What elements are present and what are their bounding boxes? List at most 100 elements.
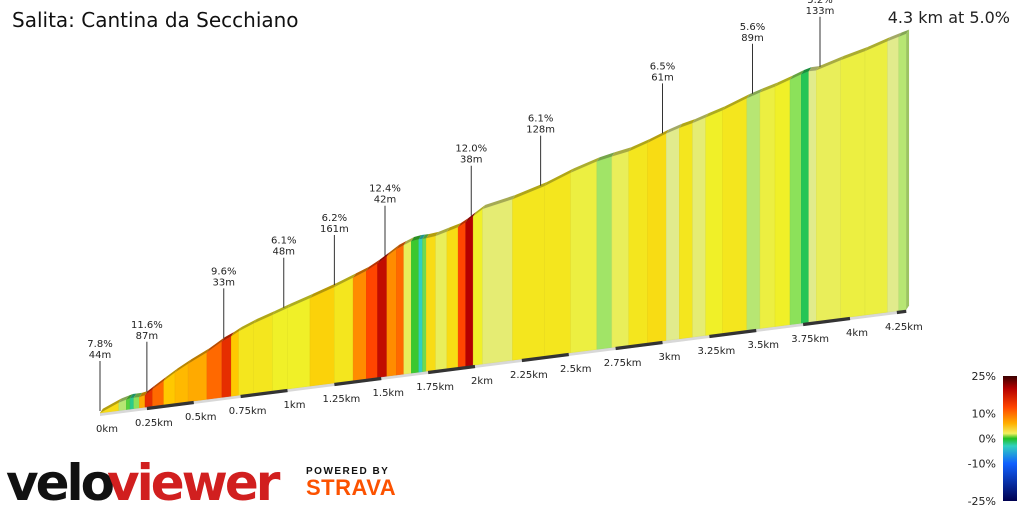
annotation-length: 133m bbox=[806, 6, 835, 17]
profile-top-face bbox=[596, 152, 615, 162]
profile-segment bbox=[129, 397, 134, 410]
annotation-length: 87m bbox=[136, 331, 158, 342]
profile-top-face bbox=[482, 195, 516, 210]
profile-top-face bbox=[386, 244, 400, 257]
profile-top-face bbox=[126, 393, 133, 400]
profile-segment bbox=[816, 59, 841, 322]
profile-top-face bbox=[647, 129, 670, 143]
profile-top-face bbox=[221, 332, 235, 342]
profile-segment bbox=[570, 161, 598, 353]
profile-surface bbox=[100, 29, 910, 413]
annotation-length: 42m bbox=[374, 195, 396, 206]
profile-top-face bbox=[722, 94, 750, 111]
annotation-length: 61m bbox=[651, 72, 673, 83]
grade-annotations: 7.8%44m11.6%87m9.6%33m6.1%48m6.2%161m12.… bbox=[87, 0, 834, 411]
profile-top-face bbox=[403, 236, 415, 246]
profile-segment bbox=[647, 133, 667, 344]
logo-text-velo: velo bbox=[6, 454, 114, 508]
profile-top-face bbox=[287, 293, 313, 308]
profile-segment bbox=[611, 151, 629, 348]
profile-top-face bbox=[840, 46, 868, 61]
axis-scale-bar bbox=[709, 328, 757, 339]
colorbar-label: -10% bbox=[968, 458, 996, 471]
profile-segment bbox=[366, 263, 378, 380]
profile-top-face bbox=[435, 227, 450, 237]
profile-top-face bbox=[422, 234, 430, 239]
annotation-length: 48m bbox=[273, 247, 295, 258]
profile-segment bbox=[287, 297, 311, 390]
profile-segment bbox=[396, 244, 404, 376]
veloviewer-logo: velo viewer bbox=[6, 454, 284, 508]
x-tick-label: 2.75km bbox=[604, 358, 642, 369]
profile-top-face bbox=[746, 88, 763, 99]
profile-segment bbox=[334, 277, 354, 384]
x-tick-label: 1.25km bbox=[322, 394, 360, 405]
profile-top-face bbox=[679, 118, 696, 128]
profile-segment bbox=[163, 371, 176, 406]
x-tick-label: 2.5km bbox=[560, 364, 591, 375]
colorbar-label: 25% bbox=[972, 370, 996, 383]
profile-segment bbox=[840, 50, 866, 319]
axis-scale-bar bbox=[802, 316, 851, 327]
profile-segment bbox=[126, 397, 131, 410]
annotation-grade: 6.1% bbox=[528, 114, 553, 125]
profile-segment bbox=[898, 33, 907, 311]
profile-top-face bbox=[175, 359, 191, 373]
profile-top-face bbox=[231, 327, 242, 337]
profile-top-face bbox=[377, 252, 390, 264]
annotation-length: 44m bbox=[89, 350, 111, 361]
axis-scale-bar bbox=[334, 376, 382, 387]
profile-top-face bbox=[760, 82, 778, 93]
profile-top-face bbox=[628, 138, 651, 152]
x-tick-label: 1.5km bbox=[373, 388, 404, 399]
profile-segment bbox=[377, 255, 388, 378]
x-tick-label: 2km bbox=[471, 376, 493, 387]
x-tick-label: 3.25km bbox=[697, 346, 735, 357]
annotation-grade: 5.2% bbox=[807, 0, 832, 6]
profile-segment bbox=[435, 231, 448, 371]
x-tick-label: 1km bbox=[284, 400, 306, 411]
profile-top-face bbox=[570, 157, 600, 173]
axis-scale-bar bbox=[521, 352, 569, 363]
x-tick-label: 0.5km bbox=[185, 412, 216, 423]
profile-top-face bbox=[458, 218, 469, 228]
profile-segment bbox=[692, 117, 706, 338]
colorbar-label: -25% bbox=[968, 495, 996, 508]
ground-base bbox=[100, 309, 907, 416]
profile-segment bbox=[457, 221, 466, 368]
profile-segment bbox=[238, 322, 254, 396]
colorbar-label: 0% bbox=[979, 433, 996, 446]
profile-top-face bbox=[163, 368, 178, 381]
annotation-length: 33m bbox=[213, 277, 235, 288]
powered-by-label: POWERED BY bbox=[306, 466, 390, 477]
profile-top-face bbox=[334, 273, 356, 287]
powered-by-strava: POWERED BY STRAVA bbox=[306, 466, 396, 499]
annotation-grade: 6.1% bbox=[271, 236, 296, 247]
profile-top-face bbox=[188, 348, 210, 364]
profile-top-face bbox=[145, 385, 156, 396]
x-tick-label: 4.25km bbox=[885, 322, 923, 333]
annotation-grade: 7.8% bbox=[87, 339, 112, 350]
profile-top-face bbox=[775, 75, 793, 87]
x-tick-label: 2.25km bbox=[510, 370, 548, 381]
gradient-colorbar: 25% 10% 0% -10% -25% bbox=[968, 370, 1017, 508]
profile-segment bbox=[472, 208, 483, 366]
annotation-grade: 12.0% bbox=[455, 144, 487, 155]
annotation-grade: 12.4% bbox=[369, 184, 401, 195]
annotation-grade: 6.2% bbox=[322, 213, 347, 224]
profile-segment bbox=[679, 122, 693, 340]
profile-top-face bbox=[238, 319, 257, 332]
profile-segment bbox=[133, 396, 140, 409]
profile-top-face bbox=[887, 32, 902, 42]
profile-segment bbox=[789, 73, 802, 325]
profile-top-face bbox=[411, 235, 422, 242]
profile-segment bbox=[722, 97, 748, 334]
x-tick-label: 3.75km bbox=[791, 334, 829, 345]
profile-segment bbox=[309, 286, 335, 387]
profile-segment bbox=[596, 156, 613, 350]
profile-segment bbox=[418, 238, 423, 373]
annotation-grade: 6.5% bbox=[650, 61, 675, 72]
annotation-length: 89m bbox=[741, 33, 763, 44]
profile-segment bbox=[386, 248, 397, 377]
profile-segment bbox=[801, 70, 809, 324]
